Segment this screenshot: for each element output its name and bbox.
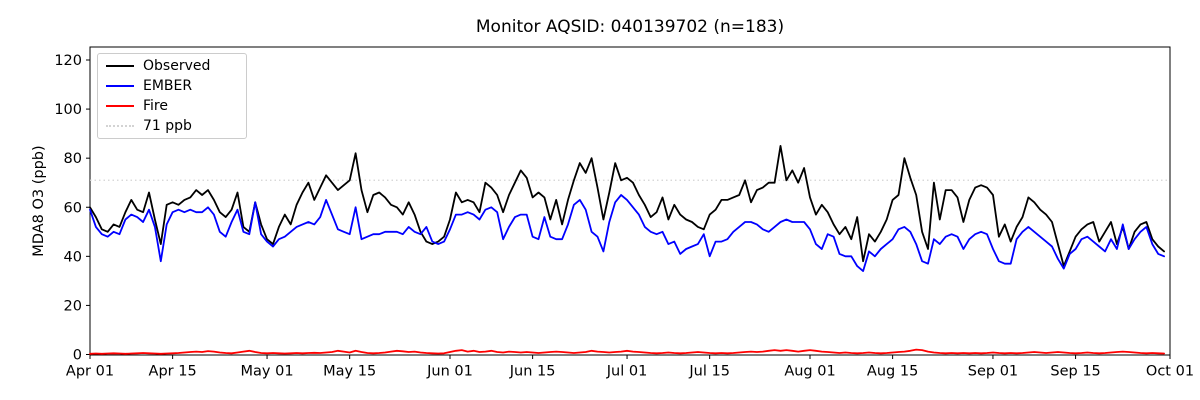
- legend-label-observed: Observed: [143, 58, 211, 74]
- x-tick-label: Oct 01: [1146, 364, 1194, 380]
- y-tick-label: 60: [64, 200, 82, 216]
- ember-line: [89, 194, 1165, 272]
- legend: Observed EMBER Fire 71 ppb: [97, 53, 247, 139]
- x-tick-label: Sep 01: [968, 364, 1018, 380]
- observed-line: [89, 145, 1165, 267]
- y-tick-label: 80: [64, 151, 82, 167]
- x-tick-label: Jul 01: [606, 364, 648, 380]
- legend-item-ember: EMBER: [98, 79, 246, 93]
- legend-item-fire: Fire: [98, 99, 246, 113]
- x-tick-label: Sep 15: [1050, 364, 1100, 380]
- x-tick-label: Apr 15: [149, 364, 197, 380]
- x-tick-label: Aug 01: [784, 364, 835, 380]
- chart-title: Monitor AQSID: 040139702 (n=183): [475, 17, 785, 37]
- legend-label-fire: Fire: [143, 98, 168, 114]
- fire-line-swatch: [106, 105, 134, 107]
- y-tick-label: 20: [64, 298, 82, 314]
- plot-border: [89, 46, 1171, 356]
- axes-frame: [89, 46, 1171, 356]
- y-tick-label: 120: [54, 53, 82, 69]
- x-tick-label: May 15: [323, 364, 376, 380]
- y-tick-label: 40: [64, 249, 82, 265]
- y-tick-label: 100: [54, 102, 82, 118]
- x-axis: Apr 01 Apr 15 May 01 May 15 Jun 01 Jun 15 Jul …: [66, 355, 1194, 380]
- legend-label-threshold: 71 ppb: [143, 118, 192, 134]
- x-tick-label: Aug 15: [867, 364, 918, 380]
- y-axis: 0 20 40 60 80 100 120: [54, 53, 90, 364]
- x-tick-label: Jul 15: [688, 364, 730, 380]
- y-tick-label: 0: [73, 348, 82, 364]
- x-tick-label: Jun 01: [426, 364, 473, 380]
- ember-line-swatch: [106, 85, 134, 87]
- x-tick-label: Apr 01: [66, 364, 114, 380]
- threshold-line-swatch: [106, 125, 134, 127]
- x-tick-label: Jun 15: [509, 364, 556, 380]
- observed-line-swatch: [106, 65, 134, 67]
- legend-item-threshold: 71 ppb: [98, 119, 246, 133]
- legend-label-ember: EMBER: [143, 78, 193, 94]
- fire-line: [89, 348, 1165, 355]
- legend-item-observed: Observed: [98, 59, 246, 73]
- series-lines: [89, 145, 1165, 355]
- x-tick-label: May 01: [241, 364, 294, 380]
